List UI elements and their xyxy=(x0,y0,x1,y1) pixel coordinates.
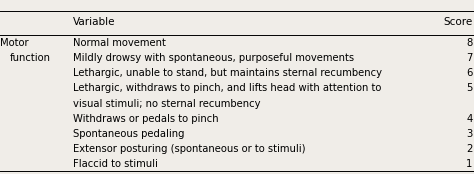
Text: visual stimuli; no sternal recumbency: visual stimuli; no sternal recumbency xyxy=(73,99,261,109)
Text: 7: 7 xyxy=(466,53,473,63)
Text: Variable: Variable xyxy=(73,17,115,27)
Text: Spontaneous pedaling: Spontaneous pedaling xyxy=(73,129,185,139)
Text: 1: 1 xyxy=(466,159,473,169)
Text: Motor: Motor xyxy=(0,38,29,48)
Text: 3: 3 xyxy=(466,129,473,139)
Text: 6: 6 xyxy=(466,68,473,78)
Text: Normal movement: Normal movement xyxy=(73,38,166,48)
Text: 2: 2 xyxy=(466,144,473,154)
Text: 8: 8 xyxy=(466,38,473,48)
Text: Withdraws or pedals to pinch: Withdraws or pedals to pinch xyxy=(73,114,219,124)
Text: 5: 5 xyxy=(466,84,473,93)
Text: Lethargic, withdraws to pinch, and lifts head with attention to: Lethargic, withdraws to pinch, and lifts… xyxy=(73,84,382,93)
Text: Flaccid to stimuli: Flaccid to stimuli xyxy=(73,159,158,169)
Text: Lethargic, unable to stand, but maintains sternal recumbency: Lethargic, unable to stand, but maintain… xyxy=(73,68,383,78)
Text: Mildly drowsy with spontaneous, purposeful movements: Mildly drowsy with spontaneous, purposef… xyxy=(73,53,355,63)
Text: Extensor posturing (spontaneous or to stimuli): Extensor posturing (spontaneous or to st… xyxy=(73,144,306,154)
Text: function: function xyxy=(10,53,51,63)
Text: 4: 4 xyxy=(466,114,473,124)
Text: Score: Score xyxy=(443,17,473,27)
